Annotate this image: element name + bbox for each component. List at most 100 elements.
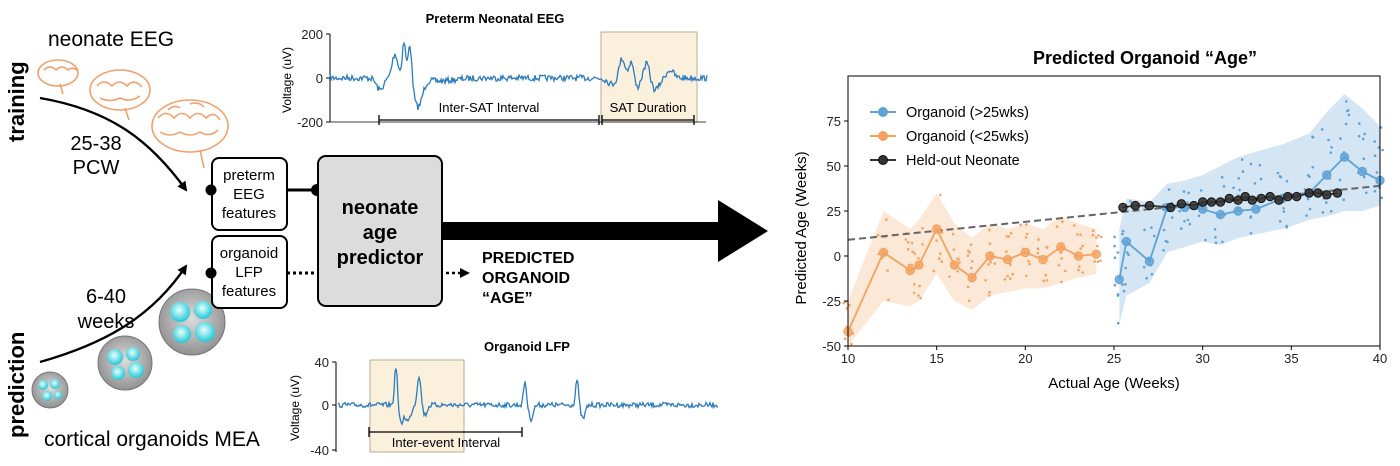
scatter-point — [1091, 233, 1095, 237]
series-2-marker — [1313, 188, 1323, 198]
scatter-point — [951, 232, 955, 236]
brain-large-icon — [151, 99, 229, 169]
scatter-point — [1329, 210, 1333, 213]
scatter-point — [1342, 198, 1345, 201]
scatter-point — [1220, 176, 1224, 179]
chart-legend: Organoid (>25wks) Organoid (<25wks) Held-o… — [870, 105, 1029, 169]
scatter-point — [1116, 251, 1120, 254]
scatter-point — [1241, 170, 1245, 173]
scatter-point — [850, 342, 853, 346]
scatter-point — [1063, 269, 1067, 273]
scatter-point — [1197, 214, 1201, 218]
scatter-point — [987, 263, 990, 266]
series-2-marker — [1247, 195, 1258, 205]
scatter-point — [1077, 268, 1080, 272]
scatter-point — [918, 284, 921, 288]
eeg-trace-panel: Preterm Neonatal EEG 200 0 -200 Voltage … — [280, 11, 708, 130]
lfp-trace-panel: Organoid LFP 40 0 -40 Voltage (uV) Inter… — [288, 339, 719, 458]
scatter-point — [1145, 276, 1148, 280]
scatter-point — [1060, 280, 1063, 284]
big-output-arrow — [442, 200, 768, 262]
series-2-marker — [1256, 193, 1266, 204]
series-2-marker — [1215, 197, 1226, 207]
series-2-marker — [1144, 200, 1155, 211]
series-2-marker — [1304, 188, 1314, 198]
scatter-point — [1127, 253, 1130, 256]
legend-marker-0 — [878, 107, 888, 117]
event-highlight — [369, 359, 465, 453]
series-0-marker — [1357, 166, 1368, 177]
scatter-point — [1121, 232, 1124, 236]
inter-event-interval-bracket — [368, 427, 523, 437]
scatter-point — [1167, 188, 1171, 191]
scatter-point — [848, 303, 851, 307]
scatter-point — [1025, 232, 1029, 236]
eeg-title: Preterm Neonatal EEG — [426, 11, 565, 26]
scatter-point — [1249, 162, 1253, 166]
series-1-marker — [1056, 242, 1066, 252]
scatter-point — [1005, 235, 1008, 238]
inter-sat-interval-label: Inter-SAT Interval — [439, 100, 540, 115]
scatter-point — [948, 275, 951, 278]
scatter-point — [1113, 235, 1116, 239]
output-line2: ORGANOID — [482, 270, 570, 287]
scatter-point — [940, 231, 944, 234]
scatter-point — [1344, 122, 1348, 126]
training-label: training — [4, 61, 29, 142]
scatter-point — [1096, 244, 1099, 248]
scatter-point — [1365, 191, 1368, 195]
scatter-point — [1124, 282, 1127, 286]
scatter-point — [1311, 135, 1315, 139]
scatter-point — [1357, 134, 1361, 138]
scatter-point — [1311, 165, 1314, 169]
scatter-point — [1079, 247, 1082, 250]
chart-ylabel: Predicted Age (Weeks) — [793, 151, 810, 304]
scatter-point — [1380, 196, 1384, 200]
band-1 — [848, 193, 1097, 346]
scatter-point — [1152, 234, 1156, 238]
scatter-point — [1096, 260, 1100, 264]
scatter-point — [1329, 151, 1333, 154]
scatter-point — [1213, 228, 1217, 231]
sat-duration-bracket — [601, 115, 695, 125]
y-tick-label: 0 — [834, 249, 841, 264]
training-range-line1: 25-38 — [70, 133, 121, 155]
series-2-marker — [1332, 188, 1343, 198]
eeg-ytick-200: 200 — [301, 27, 323, 42]
scatter-point — [842, 301, 845, 305]
scatter-point — [906, 241, 910, 244]
series-0-marker — [1215, 209, 1226, 220]
series-1-marker — [967, 272, 977, 283]
scatter-point — [1249, 215, 1253, 218]
lfp-ytick-40: 40 — [315, 355, 329, 370]
series-2-marker — [1176, 199, 1187, 209]
lfp-features-line2: LFP — [235, 264, 263, 281]
scatter-point — [1025, 223, 1028, 226]
series-2-marker — [1224, 193, 1235, 204]
predictor-line1: neonate — [342, 197, 419, 219]
scatter-point — [1024, 236, 1028, 239]
series-1-marker — [878, 247, 889, 258]
chart-lines — [843, 152, 1385, 337]
scatter-point — [1150, 226, 1153, 229]
series-0-marker — [1144, 256, 1155, 267]
series-2-marker — [1283, 191, 1293, 202]
series-0-marker — [1339, 152, 1350, 162]
scatter-point — [1113, 244, 1116, 248]
scatter-point — [1186, 218, 1190, 222]
scatter-point — [1129, 200, 1132, 203]
scatter-point — [958, 261, 961, 264]
scatter-point — [913, 252, 917, 255]
scatter-point — [966, 254, 970, 257]
scatter-point — [1339, 137, 1342, 140]
scatter-point — [921, 227, 924, 230]
scatter-point — [988, 228, 991, 232]
scatter-point — [1373, 154, 1377, 157]
x-tick-label: 15 — [929, 351, 943, 366]
scatter-point — [1375, 171, 1379, 174]
series-2-marker — [1265, 191, 1275, 202]
scatter-point — [1373, 140, 1376, 143]
scatter-point — [969, 243, 973, 246]
eeg-features-line2: EEG — [233, 186, 265, 203]
scatter-point — [1076, 233, 1079, 236]
